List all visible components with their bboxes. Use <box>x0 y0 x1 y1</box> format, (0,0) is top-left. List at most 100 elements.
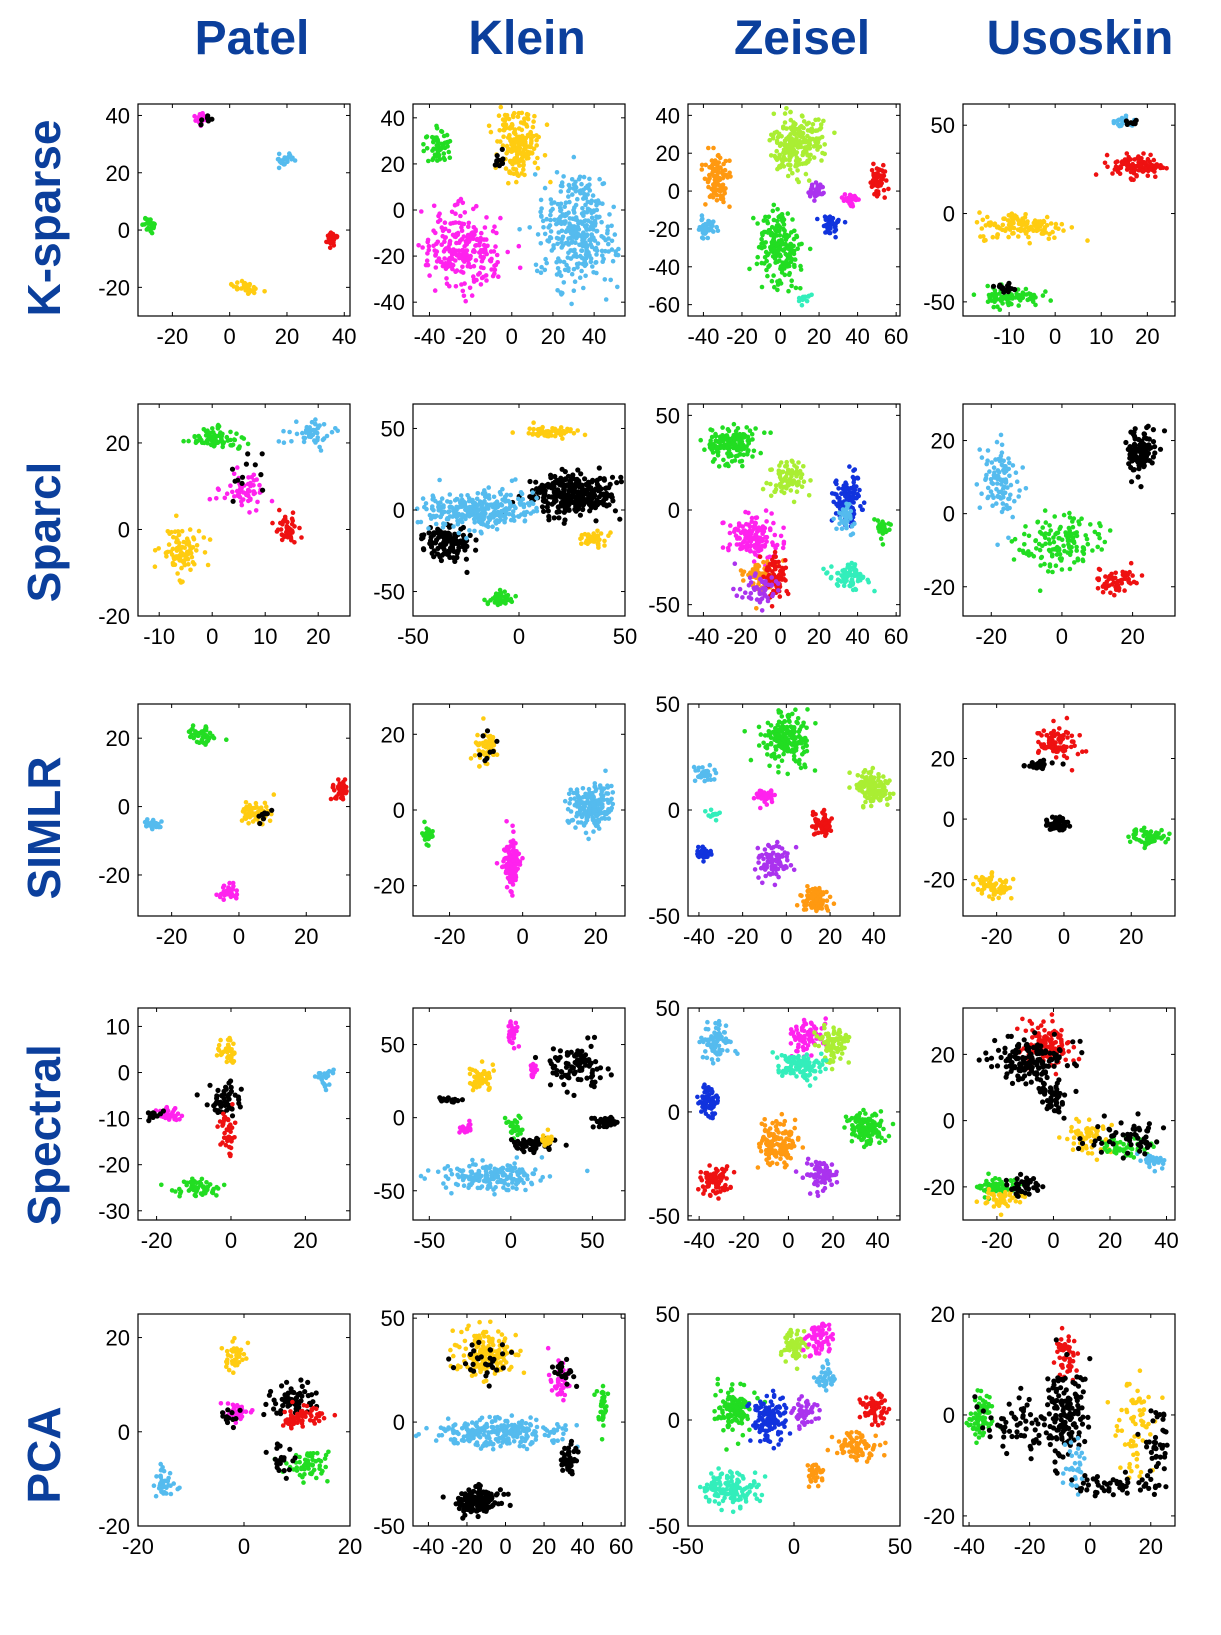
point-sky <box>569 177 575 182</box>
point-green <box>1047 523 1052 528</box>
point-lime <box>805 128 811 133</box>
point-green <box>1025 297 1030 303</box>
point-sky <box>310 427 316 433</box>
point-green <box>1061 543 1066 549</box>
point-sky <box>517 227 522 232</box>
point-black <box>441 536 448 542</box>
point-lime <box>795 168 800 173</box>
point-magenta <box>471 248 477 253</box>
point-green <box>737 431 743 437</box>
point-gold <box>185 552 191 557</box>
x-tick-label: -40 <box>414 324 446 349</box>
point-lime <box>794 489 800 495</box>
points-k-sparse-zeisel <box>696 106 891 308</box>
point-magenta <box>461 221 467 227</box>
point-sky <box>513 477 518 482</box>
point-red <box>284 523 290 529</box>
point-black <box>1161 428 1168 434</box>
point-red <box>769 604 775 609</box>
point-green <box>777 228 782 234</box>
point-red <box>1151 157 1157 163</box>
point-magenta <box>221 897 226 902</box>
point-gold <box>242 280 248 286</box>
point-sky <box>555 241 560 247</box>
point-magenta <box>448 221 453 226</box>
point-orange <box>707 194 713 199</box>
point-magenta <box>483 273 489 278</box>
point-sky <box>442 521 448 527</box>
point-black <box>473 537 479 543</box>
point-teal <box>821 566 826 572</box>
point-lime <box>802 161 807 166</box>
point-green <box>986 292 992 298</box>
point-gold <box>502 112 508 118</box>
point-gold <box>560 436 565 441</box>
point-blue <box>861 500 867 506</box>
point-magenta <box>732 527 738 532</box>
point-green <box>777 213 783 219</box>
point-magenta <box>516 243 522 249</box>
point-green <box>203 742 208 747</box>
point-green <box>1067 545 1072 550</box>
point-magenta <box>764 539 769 544</box>
point-green <box>786 246 791 252</box>
point-green <box>1036 541 1042 547</box>
point-sky <box>547 235 553 240</box>
point-gold <box>188 547 193 553</box>
point-lime <box>796 460 801 465</box>
point-lime <box>803 171 809 177</box>
point-blue <box>860 507 865 513</box>
point-sky <box>1014 479 1020 485</box>
point-sky <box>579 248 584 253</box>
point-magenta <box>747 549 753 554</box>
point-red <box>1109 571 1114 577</box>
point-black <box>584 481 591 487</box>
point-gold <box>542 432 548 438</box>
point-lime <box>790 170 795 176</box>
point-gold <box>253 804 259 809</box>
point-red <box>1105 164 1110 170</box>
point-magenta <box>447 256 452 261</box>
point-black <box>580 494 586 500</box>
point-lime <box>777 481 783 487</box>
point-sky <box>999 442 1005 448</box>
point-gold <box>525 115 530 120</box>
point-red <box>757 554 763 559</box>
point-lime <box>832 130 837 136</box>
point-magenta <box>231 883 236 889</box>
point-green <box>789 278 794 284</box>
point-blue <box>851 468 856 473</box>
point-black <box>1144 424 1150 431</box>
point-sky <box>516 496 521 502</box>
point-black <box>596 465 602 471</box>
point-gold <box>1044 223 1050 228</box>
point-sky <box>335 428 341 434</box>
point-sky <box>609 238 615 244</box>
point-gold <box>985 214 990 220</box>
point-sky <box>571 288 577 294</box>
point-green <box>445 144 450 149</box>
point-red <box>1113 570 1118 576</box>
point-magenta <box>457 238 463 243</box>
point-sky <box>554 170 560 175</box>
y-tick-label: -40 <box>373 290 405 315</box>
point-magenta <box>848 193 854 199</box>
point-sky <box>518 490 524 495</box>
point-sky <box>552 217 557 223</box>
point-magenta <box>439 242 445 247</box>
point-black <box>1152 444 1158 450</box>
point-lime <box>773 155 779 161</box>
point-magenta <box>843 196 849 201</box>
point-green <box>726 428 732 434</box>
point-gold <box>508 158 514 164</box>
x-tick-label: 10 <box>1089 324 1113 349</box>
point-red <box>770 557 775 563</box>
point-gold <box>242 815 248 820</box>
point-gold <box>506 134 512 140</box>
point-blue <box>847 464 852 469</box>
x-tick-label: 60 <box>884 324 908 349</box>
point-sky <box>997 458 1003 464</box>
point-green <box>745 452 750 457</box>
point-sky <box>995 542 1000 548</box>
